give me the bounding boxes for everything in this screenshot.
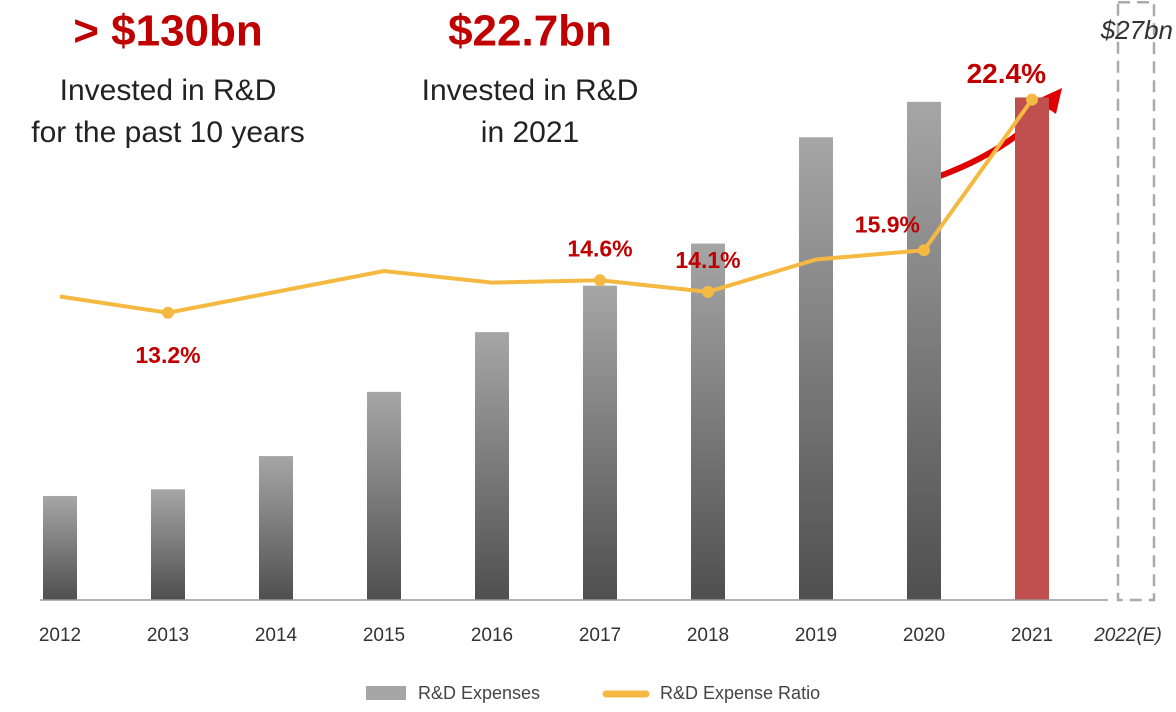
- headline-value: > $130bn: [73, 7, 263, 56]
- x-tick-label: 2016: [471, 625, 513, 646]
- bar: [907, 101, 941, 600]
- ratio-point: [162, 306, 174, 319]
- headline-text: Invested in R&D: [60, 74, 277, 107]
- bar-value-label: $27bn: [1100, 15, 1173, 45]
- bar: [151, 489, 185, 600]
- legend-label: R&D Expenses: [418, 683, 540, 703]
- x-tick-label: 2015: [363, 625, 405, 646]
- ratio-point: [594, 274, 606, 287]
- x-tick-label: 2014: [255, 625, 298, 646]
- x-tick-label: 2019: [795, 625, 837, 646]
- ratio-value-label: 22.4%: [967, 58, 1046, 89]
- x-tick-label: 2012: [39, 625, 81, 646]
- ratio-line: [59, 98, 1034, 315]
- headline-text: Invested in R&D: [422, 74, 639, 107]
- x-tick-label: 2020: [903, 625, 945, 646]
- estimated-bar: [1116, 0, 1156, 602]
- x-tick-label: 2021: [1011, 625, 1053, 646]
- bar: [43, 495, 77, 600]
- x-tick-label: 2018: [687, 625, 729, 646]
- headline-text: for the past 10 years: [31, 116, 305, 149]
- ratio-value-label: 14.1%: [675, 247, 740, 273]
- x-tick-label: 2013: [147, 625, 189, 646]
- bar: [259, 456, 293, 600]
- ratio-point: [1026, 93, 1038, 106]
- bar: [691, 243, 725, 601]
- headline-value: $22.7bn: [448, 7, 612, 56]
- bar: [475, 332, 509, 600]
- ratio-value-label: 14.6%: [567, 235, 632, 261]
- legend-label: R&D Expense Ratio: [660, 683, 820, 703]
- bar: [799, 137, 833, 600]
- bar: [583, 285, 617, 600]
- ratio-value-label: 13.2%: [135, 342, 200, 368]
- legend-swatch-bar: [366, 686, 406, 700]
- bar: [1015, 97, 1049, 600]
- ratio-value-label: 15.9%: [855, 211, 920, 237]
- ratio-point: [702, 285, 714, 298]
- x-tick-label: 2017: [579, 625, 621, 646]
- x-tick-label: 2022(E): [1093, 625, 1162, 646]
- bar: [367, 391, 401, 600]
- headline-text: in 2021: [481, 116, 579, 149]
- ratio-point: [918, 244, 930, 257]
